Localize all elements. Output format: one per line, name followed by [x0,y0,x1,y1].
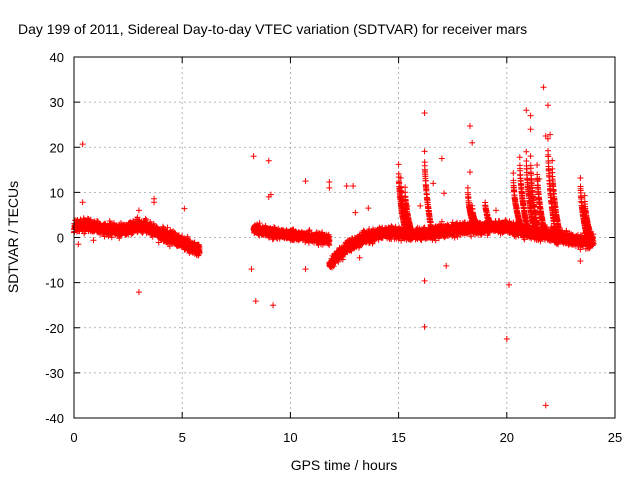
grid-lines [74,57,615,418]
data-point [116,235,123,242]
data-points [71,84,597,409]
data-point [87,216,94,223]
chart-title: Day 199 of 2011, Sidereal Day-to-day VTE… [18,21,527,37]
